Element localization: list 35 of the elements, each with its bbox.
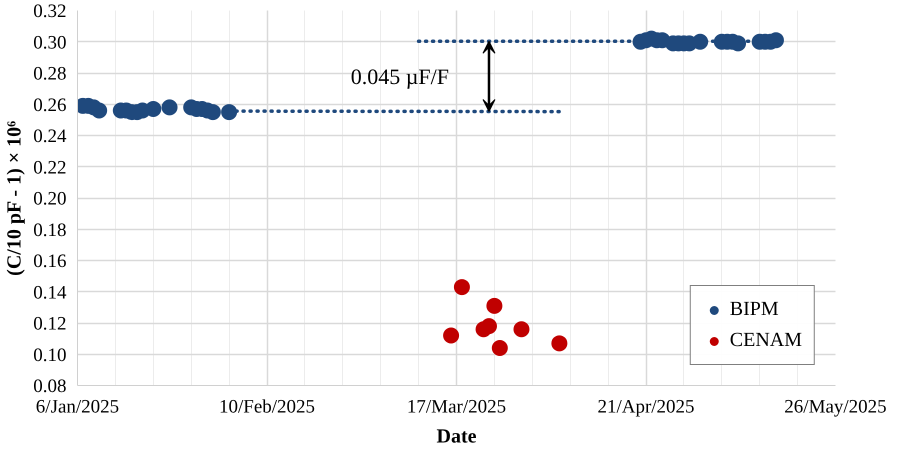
x-axis-title: Date xyxy=(436,426,477,448)
y-tick-label: 0.26 xyxy=(33,94,66,116)
y-tick-label: 0.30 xyxy=(33,32,66,54)
y-tick-label: 0.14 xyxy=(33,282,67,304)
y-tick-label: 0.24 xyxy=(33,126,67,147)
y-tick-label: 0.10 xyxy=(33,344,66,366)
point xyxy=(454,279,470,296)
x-tick-label: 26/May/2025 xyxy=(784,396,887,418)
point xyxy=(480,318,497,334)
annotation: 0.045 µF/F xyxy=(350,64,449,89)
point xyxy=(145,100,162,117)
y-tick-label: 0.16 xyxy=(33,251,66,272)
point xyxy=(551,335,568,352)
x-tick-label: 6/Jan/2025 xyxy=(36,396,120,418)
y-tick-label: 0.08 xyxy=(33,376,66,397)
point xyxy=(221,104,238,120)
y-tick-label: 0.32 xyxy=(33,1,66,22)
y-axis-title: (C/10 pF - 1) × 10⁶ xyxy=(3,120,26,276)
legend-label: BIPM xyxy=(730,298,779,321)
point xyxy=(492,340,508,356)
point xyxy=(91,102,108,118)
point xyxy=(692,34,708,50)
y-tick-label: 0.28 xyxy=(33,64,66,84)
y-tick-label: 0.18 xyxy=(33,220,66,241)
y-tick-label: 0.22 xyxy=(33,157,66,178)
point xyxy=(486,298,502,314)
y-tick-label: 0.20 xyxy=(33,188,66,210)
y-tick-label: 0.12 xyxy=(33,314,66,334)
x-tick-label: 17/Mar/2025 xyxy=(406,396,506,418)
x-tick-label: 10/Feb/2025 xyxy=(218,396,316,418)
point xyxy=(443,328,460,344)
legend-label: CENAM xyxy=(730,329,802,352)
point xyxy=(162,99,178,116)
x-tick-label: 21/Apr/2025 xyxy=(597,396,695,418)
point xyxy=(513,321,530,338)
